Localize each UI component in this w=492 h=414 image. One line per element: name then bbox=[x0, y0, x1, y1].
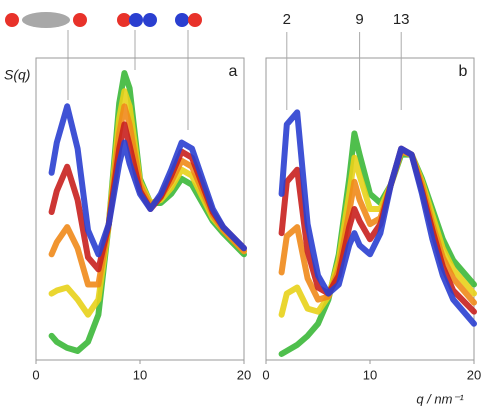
x-tick-label: 0 bbox=[262, 367, 269, 382]
x-tick-label: 10 bbox=[363, 367, 377, 382]
molecule-icons bbox=[5, 12, 202, 130]
x-tick-label: 0 bbox=[32, 367, 39, 382]
panel-label: b bbox=[459, 63, 468, 80]
curve bbox=[48, 103, 247, 258]
peak-label: 2 bbox=[283, 11, 291, 28]
y-axis-label: S(q) bbox=[4, 67, 30, 83]
curve bbox=[48, 103, 247, 288]
x-tick-label: 10 bbox=[133, 367, 147, 382]
x-tick-label: 20 bbox=[467, 367, 481, 382]
peak-label: 9 bbox=[355, 11, 363, 28]
panel-label: a bbox=[229, 63, 238, 80]
x-axis-label: q / nm⁻¹ bbox=[416, 391, 464, 406]
x-tick-label: 20 bbox=[237, 367, 251, 382]
curve bbox=[278, 109, 477, 327]
peak-label: 13 bbox=[393, 11, 410, 28]
